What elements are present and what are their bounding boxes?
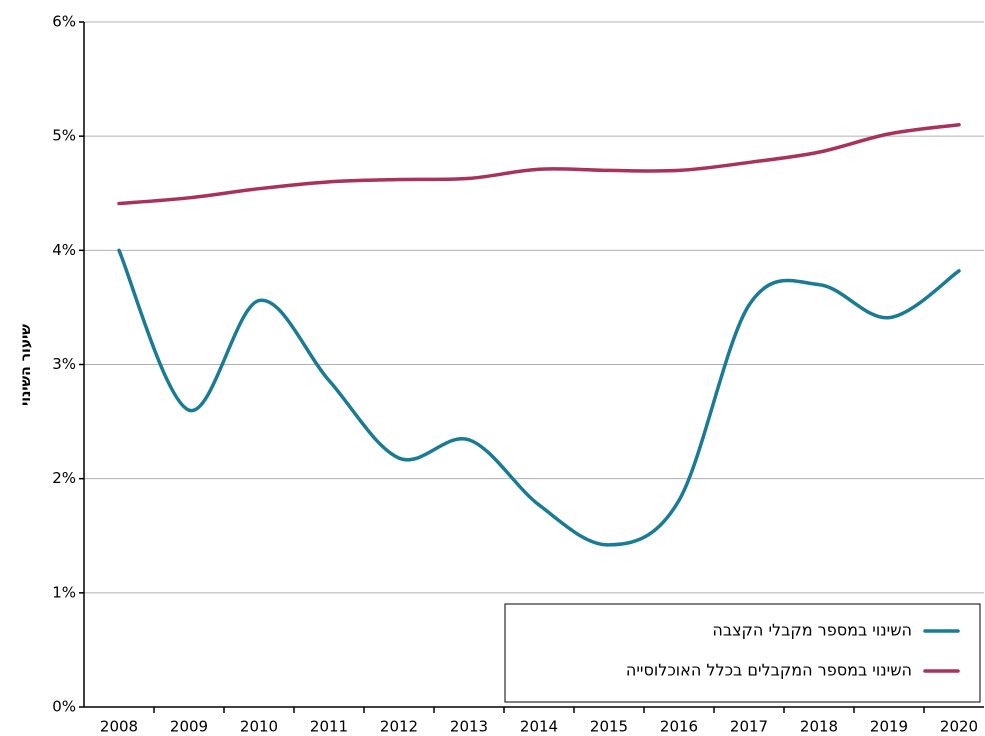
x-tick-label: 2011 xyxy=(310,718,348,736)
x-tick-label: 2017 xyxy=(730,718,768,736)
x-tick-label: 2008 xyxy=(100,718,138,736)
y-tick-label: 6% xyxy=(52,13,76,31)
x-tick-label: 2019 xyxy=(870,718,908,736)
y-tick-label: 1% xyxy=(52,583,76,601)
x-tick-label: 2013 xyxy=(450,718,488,736)
x-tick-label: 2015 xyxy=(590,718,628,736)
y-tick-label: 5% xyxy=(52,127,76,145)
x-tick-label: 2020 xyxy=(940,718,978,736)
x-tick-label: 2016 xyxy=(660,718,698,736)
y-tick-label: 4% xyxy=(52,241,76,259)
x-tick-label: 2010 xyxy=(240,718,278,736)
series-line xyxy=(117,248,961,547)
y-tick-label: 2% xyxy=(52,469,76,487)
series-line xyxy=(117,123,961,206)
x-tick-label: 2018 xyxy=(800,718,838,736)
y-axis-label: שיעור השינוי xyxy=(18,324,34,406)
y-tick-label: 3% xyxy=(52,355,76,373)
x-tick-label: 2009 xyxy=(170,718,208,736)
x-tick-label: 2012 xyxy=(380,718,418,736)
legend-label: השינוי במספר המקבלים בכלל האוכלוסייה xyxy=(626,661,912,680)
legend-box xyxy=(504,603,981,703)
legend-label: השינוי במספר מקבלי הקצבה xyxy=(712,621,912,640)
y-tick-label: 0% xyxy=(52,698,76,716)
x-tick-label: 2014 xyxy=(520,718,558,736)
